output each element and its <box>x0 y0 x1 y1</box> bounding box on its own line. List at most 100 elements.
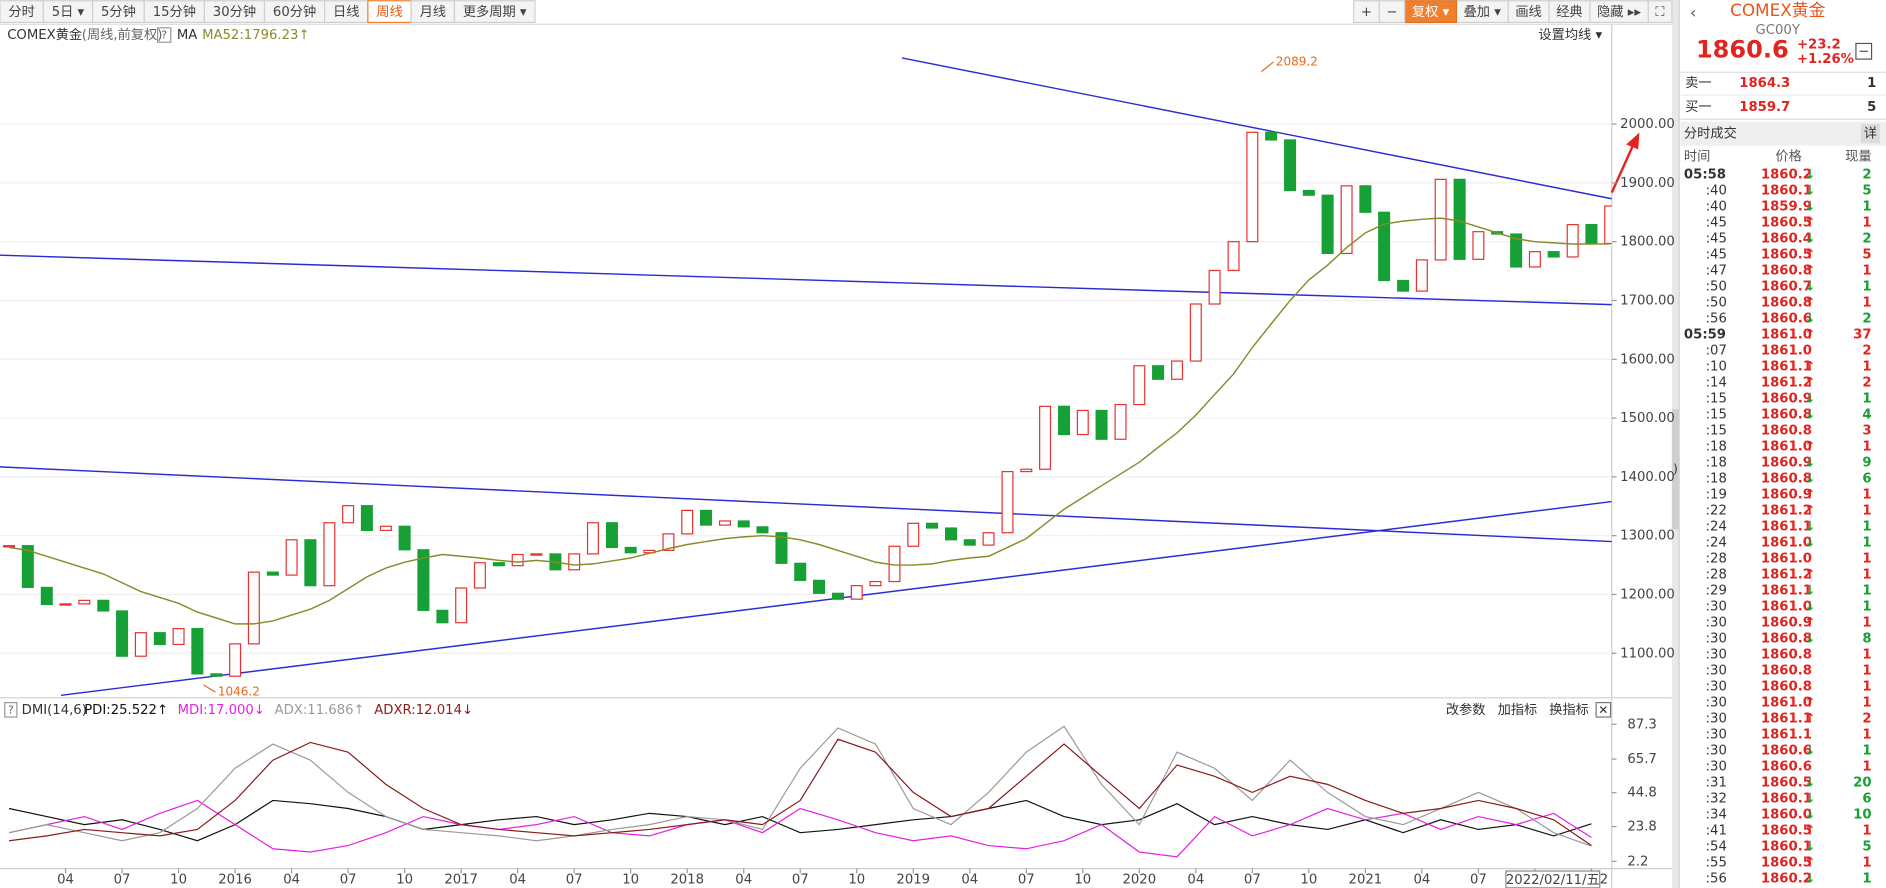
tick-volume: 1 <box>1862 615 1871 630</box>
tick-direction: ↓ <box>1804 472 1815 487</box>
x-tick-label: 2018 <box>670 872 704 887</box>
period-button-label[interactable]: 5日 ▾ <box>52 5 85 20</box>
tool-button[interactable]: − <box>1378 0 1406 24</box>
book-price: 1864.3 <box>1739 76 1790 91</box>
indicator-title: DMI(14,6) <box>22 703 87 718</box>
period-button-label[interactable]: 周线 <box>376 4 402 20</box>
period-button[interactable]: 15分钟 <box>143 0 205 24</box>
tool-button-label[interactable]: 隐藏 ▸▸ <box>1597 4 1641 20</box>
period-button[interactable]: 分时 <box>0 0 44 24</box>
period-button[interactable]: 日线 <box>323 0 369 24</box>
tick-direction: ↑ <box>1804 440 1815 455</box>
period-button-bg[interactable] <box>453 0 536 24</box>
tick-time: :07 <box>1706 344 1727 359</box>
splitter-icon[interactable]: ) <box>1673 462 1678 476</box>
candle <box>266 571 279 576</box>
tool-button[interactable]: 经典 <box>1548 0 1591 24</box>
ma-line <box>8 217 1611 625</box>
period-button[interactable]: 5分钟 <box>91 0 145 24</box>
y-tick-label: 44.8 <box>1627 786 1656 801</box>
help-icon-glyph[interactable]: ? <box>161 29 167 42</box>
tick-time: :15 <box>1706 392 1727 407</box>
tick-time: :29 <box>1706 584 1727 599</box>
period-button-label[interactable]: 30分钟 <box>213 3 256 20</box>
candle <box>869 580 882 587</box>
tick-direction: ↓ <box>1804 599 1815 614</box>
tick-price: 1860.5 <box>1761 775 1812 790</box>
x-tick-label: 10 <box>396 872 413 887</box>
candle <box>247 571 260 645</box>
splitter-handle[interactable] <box>1671 409 1680 530</box>
tool-button[interactable]: 复权 ▾ <box>1404 0 1457 24</box>
tick-direction: ↑ <box>1804 695 1815 710</box>
collapse-button[interactable] <box>1855 42 1873 60</box>
tool-button-label[interactable]: 叠加 ▾ <box>1464 4 1502 20</box>
close-indicator-button[interactable] <box>1595 702 1612 718</box>
period-button[interactable]: 5日 ▾ <box>42 0 94 24</box>
period-button-label[interactable]: 15分钟 <box>153 3 196 20</box>
indicator-button[interactable]: 换指标 <box>1549 702 1589 718</box>
period-button-label[interactable]: 60分钟 <box>273 3 316 20</box>
candle <box>210 673 223 677</box>
tool-button[interactable]: 隐藏 ▸▸ <box>1589 0 1649 24</box>
tool-button[interactable]: 叠加 ▾ <box>1455 0 1509 24</box>
period-button[interactable]: 60分钟 <box>263 0 326 24</box>
candle <box>417 549 430 611</box>
period-button[interactable]: 月线 <box>410 0 456 24</box>
tick-volume: 8 <box>1862 631 1871 646</box>
indicator-button[interactable]: 加指标 <box>1498 702 1538 718</box>
candle <box>473 562 486 589</box>
tick-direction: ↑ <box>1804 296 1815 311</box>
x-tick-label: 04 <box>1187 872 1204 887</box>
tool-button[interactable]: ⛶ <box>1647 0 1673 24</box>
period-button[interactable]: 30分钟 <box>203 0 266 24</box>
tick-volume: 2 <box>1862 711 1871 726</box>
tick-volume: 1 <box>1862 200 1871 215</box>
tool-button-label[interactable]: − <box>1386 5 1397 20</box>
period-button-label[interactable]: 5分钟 <box>101 3 136 20</box>
period-button-label[interactable]: 分时 <box>8 4 34 20</box>
tool-button-label[interactable]: 经典 <box>1556 4 1582 20</box>
ma-settings-button[interactable]: 设置均线 ▾ <box>1538 27 1602 43</box>
indicator-line <box>8 799 1592 858</box>
candle <box>3 545 16 548</box>
tick-volume: 2 <box>1862 232 1871 247</box>
ma-value: MA52:1796.23↑ <box>202 28 309 43</box>
help-icon[interactable] <box>4 702 18 718</box>
period-button[interactable]: 周线 <box>367 0 412 24</box>
candle <box>360 505 373 531</box>
candle <box>1039 405 1052 470</box>
x-tick-label: 10 <box>1300 872 1317 887</box>
tool-button-label[interactable]: 复权 ▾ <box>1412 3 1450 20</box>
period-button-label[interactable]: 日线 <box>333 4 359 20</box>
tick-time: :50 <box>1706 296 1727 311</box>
help-icon[interactable] <box>156 27 172 43</box>
detail-button-bg[interactable] <box>1860 124 1880 144</box>
period-button-label[interactable]: 更多周期 ▾ <box>463 3 527 20</box>
tool-button[interactable]: 画线 <box>1507 0 1550 24</box>
candle <box>699 509 712 526</box>
tool-button-label[interactable]: ⛶ <box>1654 5 1665 20</box>
candle <box>1415 259 1428 292</box>
period-button-label[interactable]: 月线 <box>420 4 446 20</box>
tick-volume: 1 <box>1862 392 1871 407</box>
tick-price: 1860.7 <box>1761 280 1812 295</box>
tick-price: 1861.1 <box>1761 584 1812 599</box>
indicator-button[interactable]: 改参数 <box>1446 701 1486 718</box>
detail-button[interactable]: 详 <box>1864 126 1877 142</box>
tool-button-label[interactable]: + <box>1361 5 1372 20</box>
close-icon[interactable]: ✕ <box>1598 703 1608 717</box>
help-icon-glyph[interactable]: ? <box>8 703 14 716</box>
back-icon[interactable]: ‹ <box>1690 3 1696 22</box>
tick-direction: ↓ <box>1804 232 1815 247</box>
tool-button-label[interactable]: 画线 <box>1515 4 1541 20</box>
tick-time: :30 <box>1706 647 1727 662</box>
tick-direction: ↑ <box>1804 216 1815 231</box>
tool-button[interactable]: + <box>1353 0 1380 24</box>
book-side: 卖一 <box>1685 75 1711 91</box>
tick-price: 1860.9 <box>1761 456 1812 471</box>
tick-direction: ↓ <box>1804 631 1815 646</box>
tick-time: :45 <box>1706 232 1727 247</box>
period-button[interactable]: 更多周期 ▾ <box>453 0 536 24</box>
tool-button-bg[interactable] <box>1353 0 1380 24</box>
